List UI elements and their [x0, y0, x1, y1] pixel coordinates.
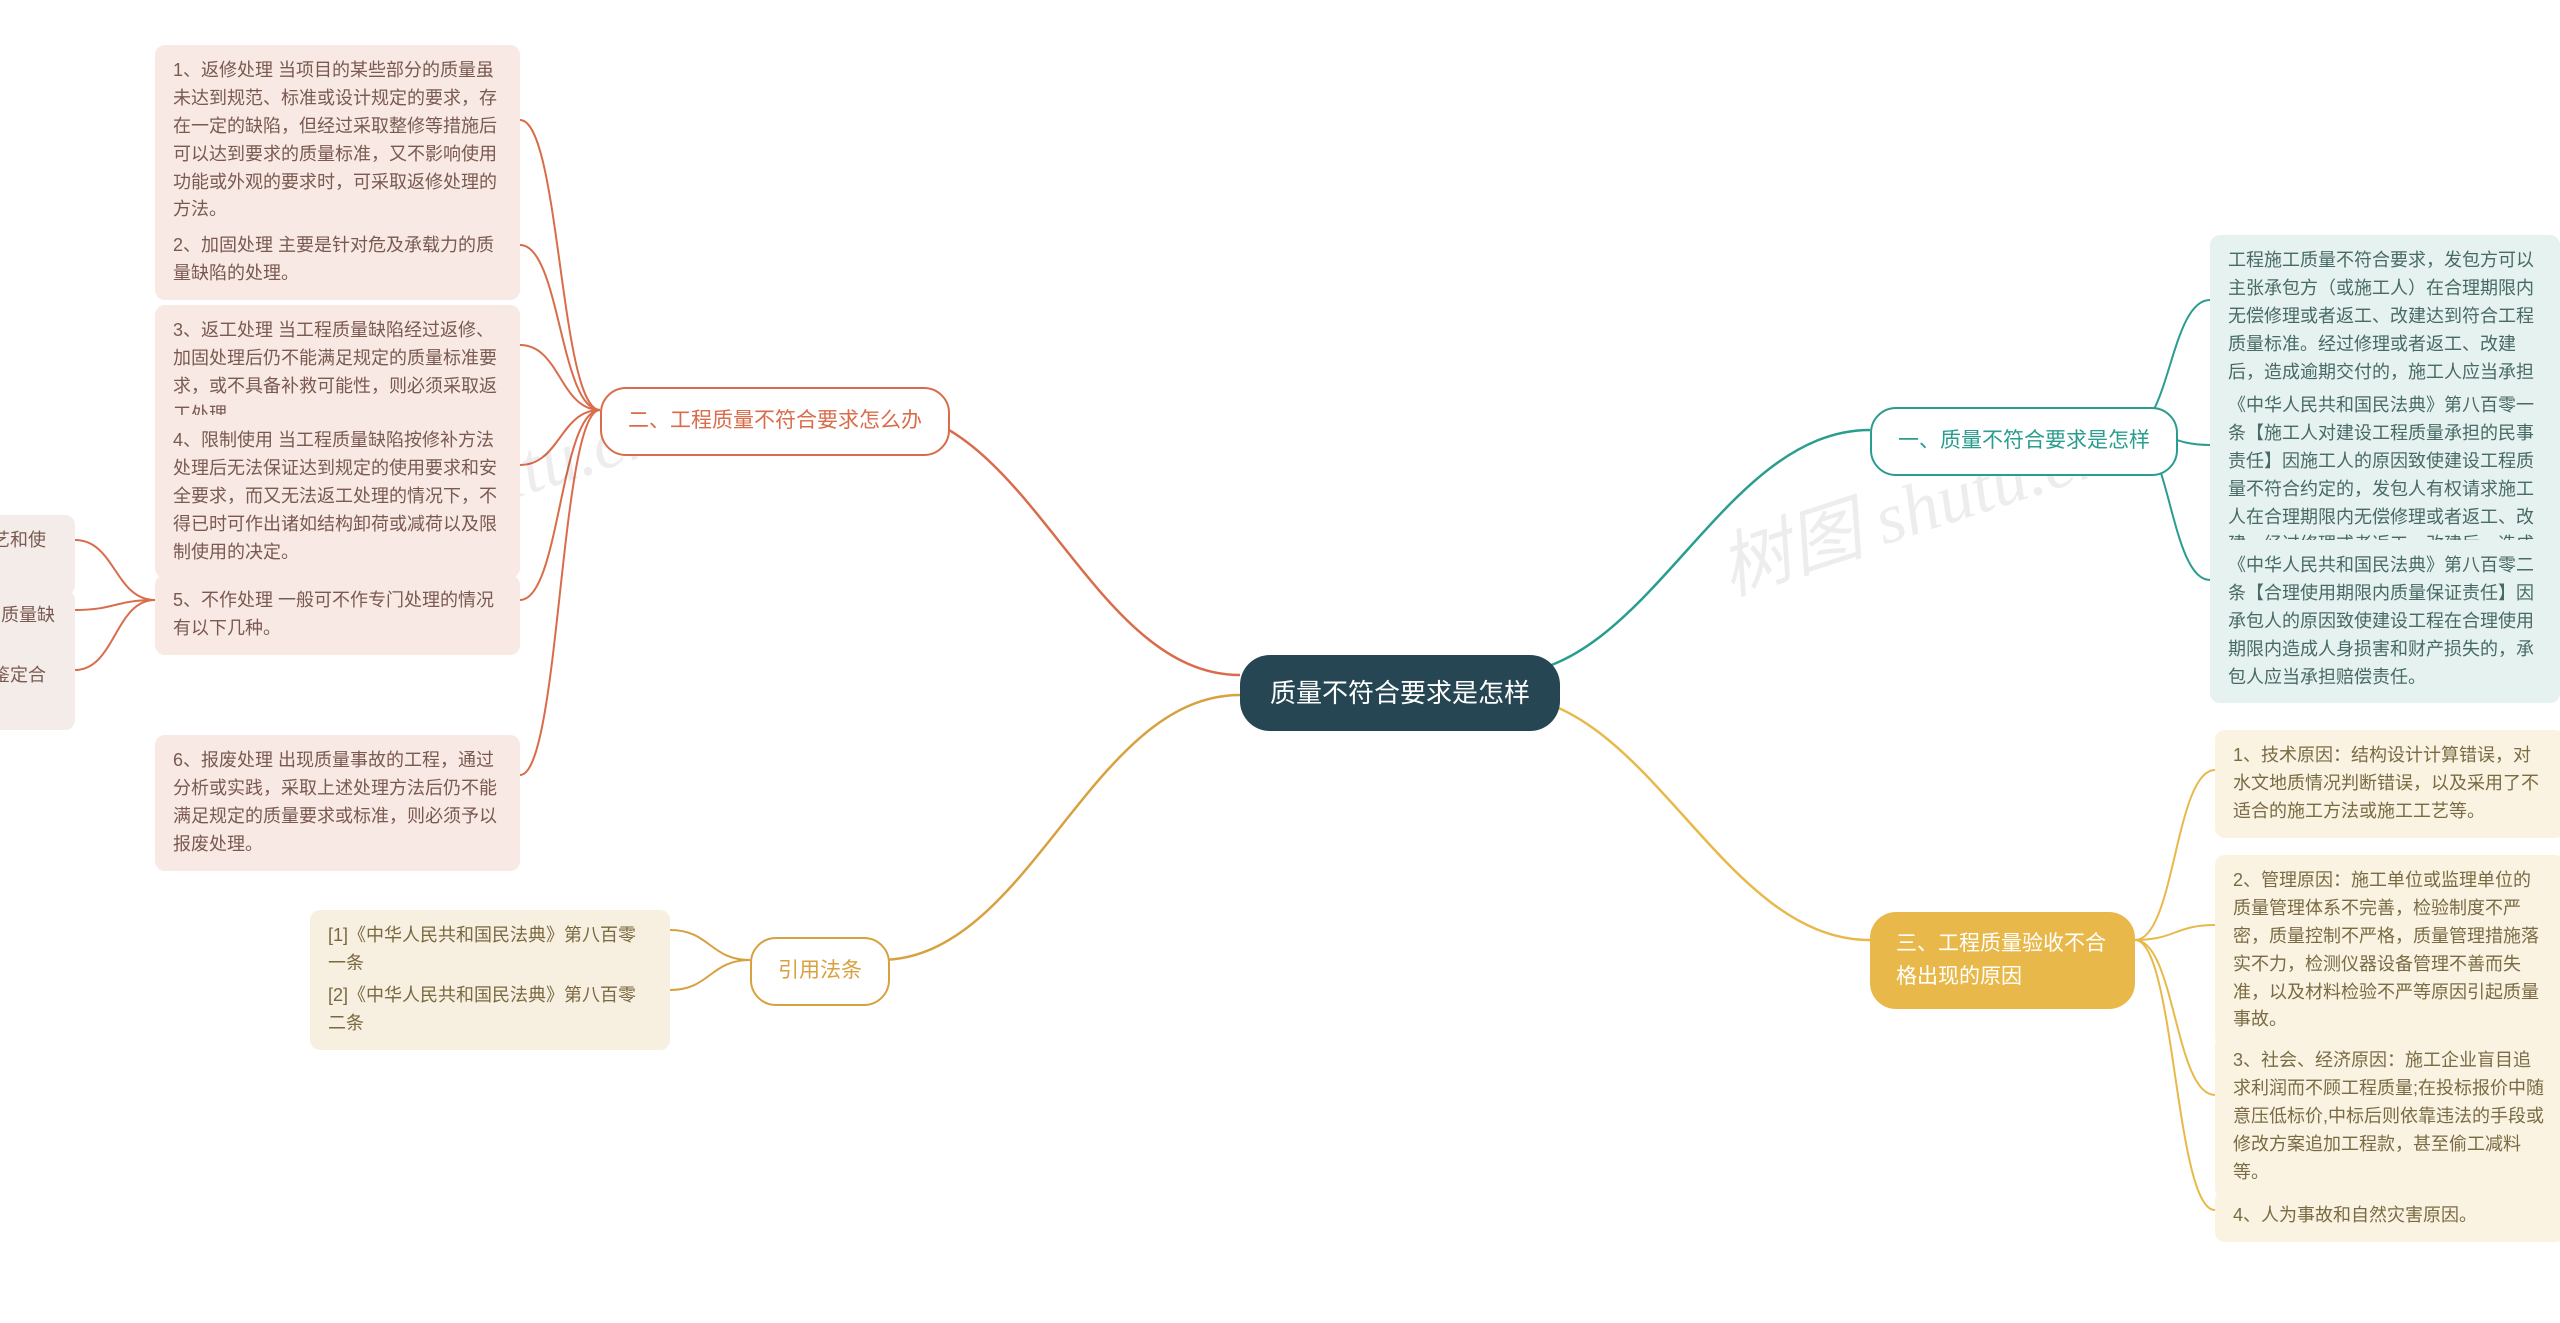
- leaf-text: （3）法定检测单位鉴定合格的。: [0, 662, 57, 718]
- leaf-text: 5、不作处理 一般可不作专门处理的情况有以下几种。: [173, 587, 502, 643]
- branch-2-sub-2[interactable]: （3）法定检测单位鉴定合格的。: [0, 650, 75, 730]
- branch-2-leaf-0[interactable]: 1、返修处理 当项目的某些部分的质量虽未达到规范、标准或设计规定的要求，存在一定…: [155, 45, 520, 236]
- leaf-text: 2、管理原因：施工单位或监理单位的质量管理体系不完善，检验制度不严密，质量控制不…: [2233, 867, 2547, 1034]
- branch-2-leaf-1[interactable]: 2、加固处理 主要是针对危及承载力的质量缺陷的处理。: [155, 220, 520, 300]
- branch-1-label: 一、质量不符合要求是怎样: [1898, 425, 2150, 458]
- leaf-text: 3、社会、经济原因：施工企业盲目追求利润而不顾工程质量;在投标报价中随意压低标价…: [2233, 1047, 2547, 1186]
- branch-2-sub-0[interactable]: （1）不影响结构安全、生产工艺和使用要求的。: [0, 515, 75, 595]
- leaf-text: （1）不影响结构安全、生产工艺和使用要求的。: [0, 527, 57, 583]
- root-label: 质量不符合要求是怎样: [1270, 673, 1530, 713]
- leaf-text: 6、报废处理 出现质量事故的工程，通过分析或实践，采取上述处理方法后仍不能满足规…: [173, 747, 502, 859]
- branch-2-leaf-3[interactable]: 4、限制使用 当工程质量缺陷按修补方法处理后无法保证达到规定的使用要求和安全要求…: [155, 415, 520, 578]
- leaf-text: 《中华人民共和国民法典》第八百零二条【合理使用期限内质量保证责任】因承包人的原因…: [2228, 552, 2542, 691]
- branch-3-leaf-2[interactable]: 3、社会、经济原因：施工企业盲目追求利润而不顾工程质量;在投标报价中随意压低标价…: [2215, 1035, 2560, 1198]
- branch-1[interactable]: 一、质量不符合要求是怎样: [1870, 407, 2178, 476]
- branch-3-leaf-3[interactable]: 4、人为事故和自然灾害原因。: [2215, 1190, 2560, 1242]
- branch-2-label: 二、工程质量不符合要求怎么办: [628, 405, 922, 438]
- branch-2-leaf-5[interactable]: 6、报废处理 出现质量事故的工程，通过分析或实践，采取上述处理方法后仍不能满足规…: [155, 735, 520, 871]
- branch-1-leaf-2[interactable]: 《中华人民共和国民法典》第八百零二条【合理使用期限内质量保证责任】因承包人的原因…: [2210, 540, 2560, 703]
- leaf-text: 1、返修处理 当项目的某些部分的质量虽未达到规范、标准或设计规定的要求，存在一定…: [173, 57, 502, 224]
- branch-3-label: 三、工程质量验收不合格出现的原因: [1896, 928, 2109, 993]
- leaf-text: 4、人为事故和自然灾害原因。: [2233, 1202, 2477, 1230]
- branch-2-leaf-4[interactable]: 5、不作处理 一般可不作专门处理的情况有以下几种。: [155, 575, 520, 655]
- leaf-text: 2、加固处理 主要是针对危及承载力的质量缺陷的处理。: [173, 232, 502, 288]
- branch-2[interactable]: 二、工程质量不符合要求怎么办: [600, 387, 950, 456]
- leaf-text: [2]《中华人民共和国民法典》第八百零二条: [328, 982, 652, 1038]
- branch-3-leaf-0[interactable]: 1、技术原因：结构设计计算错误，对水文地质情况判断错误，以及采用了不适合的施工方…: [2215, 730, 2560, 838]
- root-node[interactable]: 质量不符合要求是怎样: [1240, 655, 1560, 731]
- branch-4-leaf-1[interactable]: [2]《中华人民共和国民法典》第八百零二条: [310, 970, 670, 1050]
- leaf-text: 3、返工处理 当工程质量缺陷经过返修、加固处理后仍不能满足规定的质量标准要求，或…: [173, 317, 502, 429]
- leaf-text: 4、限制使用 当工程质量缺陷按修补方法处理后无法保证达到规定的使用要求和安全要求…: [173, 427, 502, 566]
- branch-3-leaf-1[interactable]: 2、管理原因：施工单位或监理单位的质量管理体系不完善，检验制度不严密，质量控制不…: [2215, 855, 2560, 1046]
- branch-4-label: 引用法条: [778, 955, 862, 988]
- branch-3[interactable]: 三、工程质量验收不合格出现的原因: [1870, 912, 2135, 1009]
- branch-4[interactable]: 引用法条: [750, 937, 890, 1006]
- leaf-text: 1、技术原因：结构设计计算错误，对水文地质情况判断错误，以及采用了不适合的施工方…: [2233, 742, 2547, 826]
